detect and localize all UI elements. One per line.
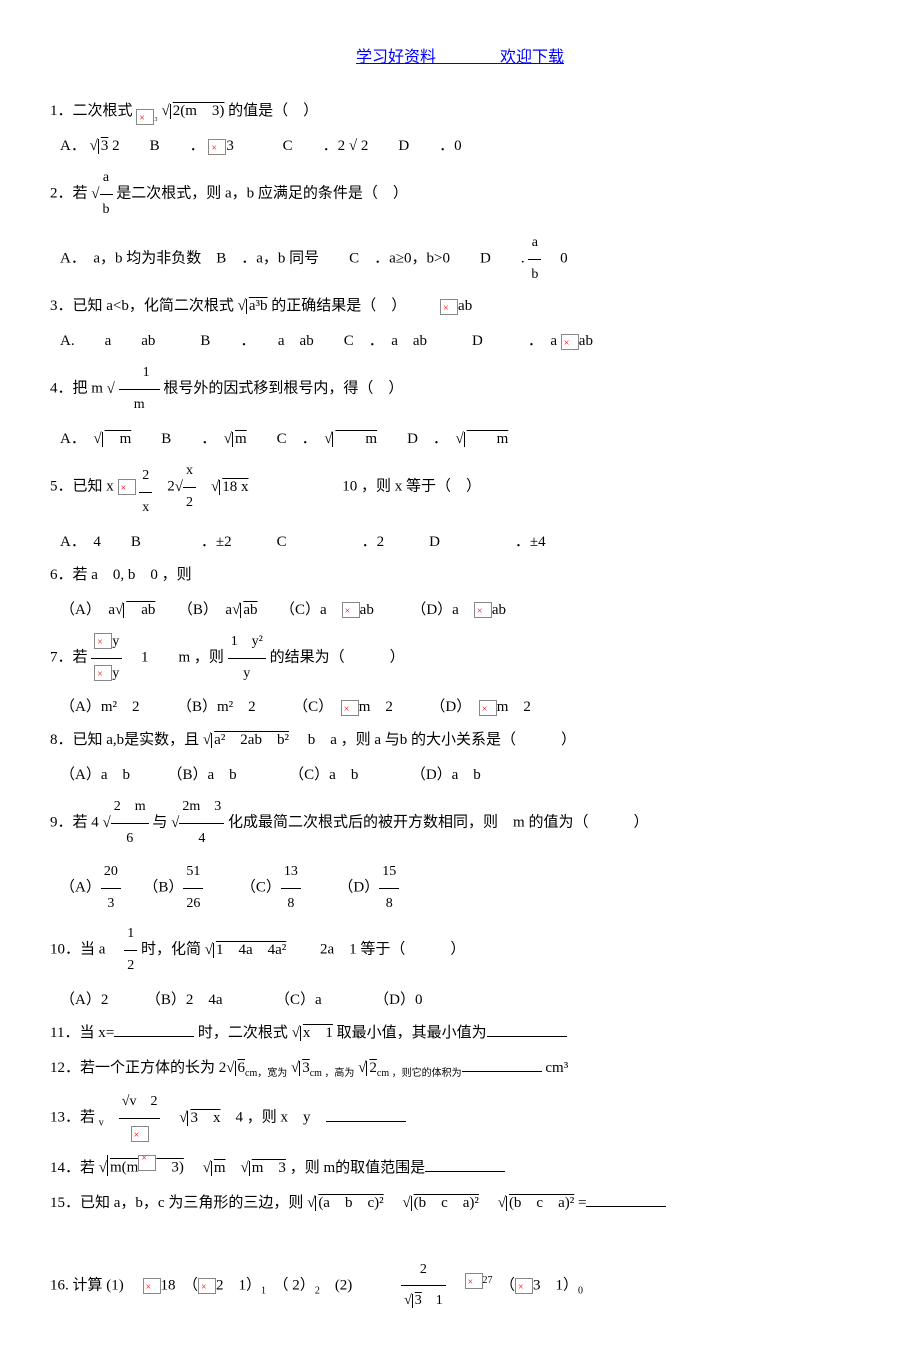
q9-options: （A）203 （B）5126 （C）138 （D）158 [60,857,870,920]
sqrt-icon: m [203,1160,226,1176]
sqrt-icon [175,479,183,495]
header-right: 欢迎下载 [500,49,564,66]
broken-image-icon [198,1278,216,1294]
broken-image-icon [561,334,579,350]
q5-mid: 10 ，则 x 等于（ ） [252,479,481,495]
sqrt-icon: m [224,431,247,447]
blank-field [586,1192,666,1207]
sqrt-icon [107,381,115,397]
sqrt-icon [349,138,357,154]
question-2: 2．若 ab 是二次根式，则 a，b 应满足的条件是（ ） [50,163,870,226]
q4-text: 4．把 m [50,381,103,397]
sqrt-icon: (b c a)² [498,1195,575,1211]
q8-options: （A）a b （B）a b （C）a b （D）a b [60,759,870,792]
broken-image-icon [440,299,458,315]
question-3: 3．已知 a<b，化简二次根式 a³b 的正确结果是（ ） ab [50,290,870,323]
sqrt-icon: 18 x [211,479,248,495]
q1-options: A． 3 2 B ． 3 C ．2 2 D ．0 [60,130,870,163]
question-16: 16. 计算 (1) 18 （2 1）1 （ 2）2 (2) 23 1 27 （… [50,1255,870,1318]
q1-text: 1．二次根式 [50,103,133,119]
question-9: 9．若 4 2 m6 与 2m 34 化成最简二次根式后的被开方数相同，则 m … [50,792,870,855]
q5-text: 5．已知 x [50,479,114,495]
header-left: 学习好资料 [356,49,436,66]
question-11: 11．当 x= 时，二次根式 x 1 取最小值，其最小值为 [50,1017,870,1050]
question-1: 1．二次根式 ₃ 2(m 3) 的值是（ ） [50,95,870,128]
question-15: 15．已知 a，b，c 为三角形的三边，则 (a b c)² (b c a)² … [50,1187,870,1220]
sqrt-icon: 3 x [179,1110,220,1126]
sqrt-icon: 2(m 3) [162,103,225,119]
sqrt-icon: m [93,431,131,447]
broken-image-icon [136,109,154,125]
blank-field [114,1022,194,1037]
sqrt-icon: m [455,431,508,447]
broken-image-icon [208,139,226,155]
q4-options: A． m B ． m C ． m D ． m [60,423,870,456]
sqrt-icon: 2 [358,1060,377,1076]
sqrt-icon: ab [232,602,257,618]
q3-mid: 的正确结果是（ ） [271,298,406,314]
header-gap [436,50,500,66]
question-13: 13．若 v v 2 3 x 4 ，则 x y [50,1087,870,1150]
q1-optA: A． [60,138,86,154]
question-4: 4．把 m 1 m 根号外的因式移到根号内，得（ ） [50,358,870,421]
sqrt-icon: 1 4a 4a² [205,942,287,958]
question-5: 5．已知 x 2x 2x2 18 x 10 ，则 x 等于（ ） [50,456,870,524]
q3-options: A. a ab B ． a ab C ． a ab D ． a ab [60,325,870,358]
q10-options: （A）2 （B）2 4a （C）a （D）0 [60,984,870,1017]
q3-text: 3．已知 a<b，化简二次根式 [50,298,234,314]
sqrt-icon: 3 [404,1293,422,1308]
question-12: 12．若一个正方体的长为 26cm，宽为 3cm ，高为 2cm ，则它的体积为… [50,1052,870,1085]
broken-image-icon [474,602,492,618]
q5-options: A． 4 B ．±2 C ．2 D ．±4 [60,526,870,559]
question-10: 10．当 a 12 时，化简 1 4a 4a² 2a 1 等于（ ） [50,919,870,982]
question-6: 6．若 a 0, b 0 ，则 [50,559,870,592]
sqrt-icon: x 1 [292,1025,333,1041]
sqrt-icon [103,815,111,831]
question-8: 8．已知 a,b是实数，且 a² 2ab b² b a ，则 a 与b 的大小关… [50,724,870,757]
broken-image-icon [143,1278,161,1294]
q1-suffix: 的值是（ ） [228,103,318,119]
sqrt-icon: ab [115,602,155,618]
broken-image-icon [118,479,136,495]
broken-image-icon [515,1278,533,1294]
question-14: 14．若 m(m 3) m m 3 ，则 m的取值范围是 [50,1152,870,1185]
broken-image-icon [138,1155,156,1171]
page-header: 学习好资料 欢迎下载 [50,40,870,75]
sqrt-icon: 6 [226,1060,245,1076]
sqrt-icon: a³b [238,298,268,314]
sqrt-icon: 3 [291,1060,310,1076]
sqrt-icon: m 3 [241,1160,286,1176]
q7-options: （A）m² 2 （B）m² 2 （C） m 2 （D） m 2 [60,691,870,724]
blank-field [326,1107,406,1122]
broken-image-icon [94,665,112,681]
broken-image-icon [465,1273,483,1289]
q4-mid: 根号外的因式移到根号内，得（ ） [163,381,403,397]
question-7: 7．若 yy 1 m ，则 1 y²y 的结果为（ ） [50,627,870,690]
sqrt-icon [91,186,99,202]
broken-image-icon [479,700,497,716]
broken-image-icon [342,602,360,618]
sqrt-icon [171,815,179,831]
sqrt-icon: m [324,431,377,447]
blank-field [487,1022,567,1037]
q2-text: 2．若 [50,186,88,202]
blank-field [462,1057,542,1072]
sqrt-icon: m(m 3) [99,1160,184,1176]
blank-field [425,1157,505,1172]
broken-image-icon [341,700,359,716]
sqrt-icon: 3 [90,138,109,154]
broken-image-icon [131,1126,149,1142]
sqrt-icon: a² 2ab b² [203,732,289,748]
sqrt-icon: (a b c)² [307,1195,384,1211]
q2-options: A． a，b 均为非负数 B ．a，b 同号 C ．a≥0，b>0 D . ab… [60,228,870,291]
sqrt-icon: (b c a)² [402,1195,479,1211]
q6-options: （A） a ab （B） aab （C）a ab （D）a ab [60,594,870,627]
broken-image-icon [94,633,112,649]
q2-mid: 是二次根式，则 a，b 应满足的条件是（ ） [116,186,408,202]
